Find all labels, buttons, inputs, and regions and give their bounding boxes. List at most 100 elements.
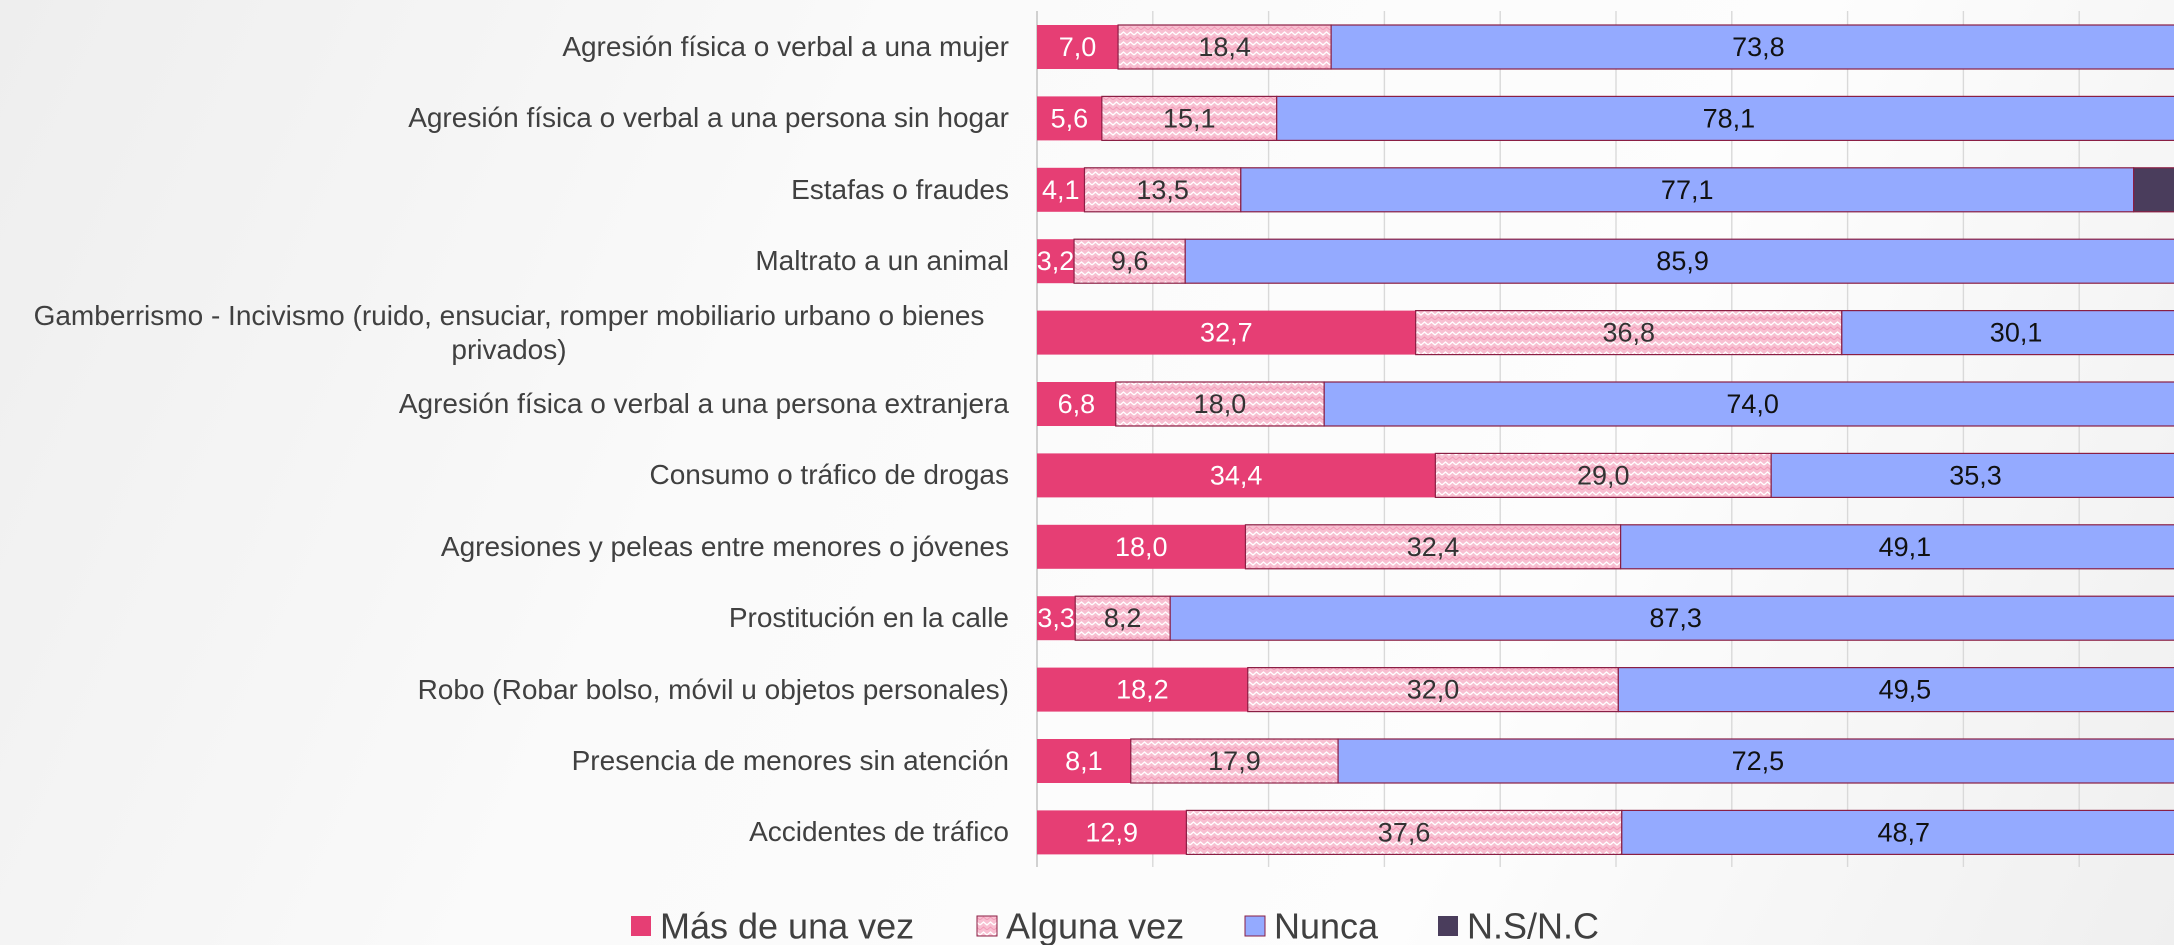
category-label: Accidentes de tráfico xyxy=(9,815,1009,849)
bar-segment xyxy=(1434,452,1772,498)
category-label-text: Agresión física o verbal a una persona e… xyxy=(398,388,1009,419)
data-label: 3,3 xyxy=(1037,603,1075,633)
category-label-text: Agresiones y peleas entre menores o jóve… xyxy=(440,530,1009,562)
bar-segment xyxy=(2133,167,2174,213)
bar-segment xyxy=(1330,24,2174,70)
data-label: 8,1 xyxy=(1065,746,1103,776)
category-label: Agresión física o verbal a una mujer xyxy=(9,30,1009,64)
bar-segment xyxy=(1037,167,1085,212)
category-label: Gamberrismo - Incivismo (ruido, ensuciar… xyxy=(9,299,1009,367)
data-label: 78,1 xyxy=(1703,103,1756,133)
bar-segment xyxy=(1037,382,1116,426)
legend-swatch xyxy=(976,915,998,937)
category-label: Prostitución en la calle xyxy=(9,601,1009,635)
data-label: 30,1 xyxy=(1990,318,2043,348)
category-label-text: Agresión física o verbal a una mujer xyxy=(562,31,1009,62)
data-label: 18,0 xyxy=(1115,532,1168,562)
category-label-text: Robo (Robar bolso, móvil u objetos perso… xyxy=(417,673,1009,705)
data-label: 36,8 xyxy=(1602,318,1655,348)
legend-swatch xyxy=(631,916,651,936)
data-label: 32,4 xyxy=(1407,532,1460,562)
bar-segment xyxy=(1620,524,2174,570)
data-label: 17,9 xyxy=(1208,746,1261,776)
category-label-text: Estafas o fraudes xyxy=(791,173,1009,205)
bar-segment xyxy=(1244,524,1622,570)
category-label: Agresión física o verbal a una persona e… xyxy=(9,387,1009,421)
bar-segment xyxy=(1621,809,2174,856)
data-label: 77,1 xyxy=(1661,175,1714,205)
data-label: 49,5 xyxy=(1879,675,1932,705)
bar-segment xyxy=(1101,95,1278,142)
data-label: 8,2 xyxy=(1104,603,1142,633)
data-label: 18,4 xyxy=(1198,32,1251,62)
legend-label: Nunca xyxy=(1274,906,1379,945)
category-label: Agresiones y peleas entre menores o jóve… xyxy=(9,530,1009,564)
category-label: Agresión física o verbal a una persona s… xyxy=(9,101,1009,135)
data-label: 72,5 xyxy=(1732,746,1785,776)
category-label: Robo (Robar bolso, móvil u objetos perso… xyxy=(9,673,1009,707)
category-label-text: Prostitución en la calle xyxy=(728,602,1009,634)
bar-segment xyxy=(1185,809,1623,856)
bar-segment xyxy=(1337,738,2174,784)
data-label: 7,0 xyxy=(1059,32,1097,62)
data-label: 5,6 xyxy=(1051,103,1089,133)
bar-segment xyxy=(1037,25,1119,69)
bar-segment xyxy=(1037,96,1102,141)
bar-segment xyxy=(1037,596,1076,641)
bar-segment xyxy=(1770,452,2174,498)
category-label-text: Maltrato a un animal xyxy=(755,245,1009,277)
bar-segment xyxy=(1276,95,2174,142)
data-label: 73,8 xyxy=(1732,32,1785,62)
bar-segment xyxy=(1415,310,1843,356)
data-label: 74,0 xyxy=(1726,389,1779,419)
legend-swatch xyxy=(1438,916,1458,936)
data-label: 4,1 xyxy=(1042,175,1080,205)
legend-label: Más de una vez xyxy=(660,906,914,945)
data-label: 3,2 xyxy=(1037,246,1075,276)
category-label-text: Consumo o tráfico de drogas xyxy=(649,459,1009,491)
bar-segment xyxy=(1617,666,2174,713)
category-label-text: Agresión física o verbal a una persona s… xyxy=(408,102,1009,134)
data-label: 34,4 xyxy=(1210,460,1263,490)
data-label: 6,8 xyxy=(1058,389,1096,419)
data-label: 13,5 xyxy=(1136,175,1189,205)
legend-swatch xyxy=(1244,915,1266,937)
bar-segment xyxy=(1037,810,1187,855)
data-label: 87,3 xyxy=(1649,603,1702,633)
data-label: 48,7 xyxy=(1877,817,1930,847)
data-label: 32,7 xyxy=(1200,318,1253,348)
category-label: Estafas o fraudes xyxy=(9,173,1009,207)
data-label: 18,0 xyxy=(1194,389,1247,419)
category-label: Maltrato a un animal xyxy=(9,244,1009,278)
bar-segment xyxy=(1247,666,1619,713)
data-label: 12,9 xyxy=(1085,817,1138,847)
legend-label: Alguna vez xyxy=(1006,906,1184,945)
bar-segment xyxy=(1037,524,1246,569)
bar-segment xyxy=(1037,739,1131,783)
data-label: 85,9 xyxy=(1656,246,1709,276)
category-label-text: Gamberrismo - Incivismo (ruido, ensuciar… xyxy=(33,299,985,365)
data-label: 37,6 xyxy=(1378,817,1431,847)
category-label: Presencia de menores sin atención xyxy=(9,744,1009,778)
data-label: 29,0 xyxy=(1577,460,1630,490)
category-label-text: Presencia de menores sin atención xyxy=(571,745,1009,776)
category-label-text: Accidentes de tráfico xyxy=(749,816,1009,848)
bar-segment xyxy=(1037,310,1416,355)
bar-segment xyxy=(1323,381,2174,427)
legend-label: N.S/N.C xyxy=(1467,906,1599,945)
bar-segment xyxy=(1117,24,1332,70)
bar-segment xyxy=(1037,239,1075,284)
bar-segment xyxy=(1073,238,1186,284)
data-label: 35,3 xyxy=(1949,460,2002,490)
bar-segment xyxy=(1184,238,2174,284)
bar-segment xyxy=(1240,167,2135,213)
bar-segment xyxy=(1037,667,1248,712)
data-label: 18,2 xyxy=(1116,675,1169,705)
data-label: 9,6 xyxy=(1111,246,1149,276)
category-label: Consumo o tráfico de drogas xyxy=(9,458,1009,492)
data-label: 15,1 xyxy=(1163,103,1216,133)
bar-segment xyxy=(1169,595,2174,641)
bar-segment xyxy=(1115,381,1325,427)
